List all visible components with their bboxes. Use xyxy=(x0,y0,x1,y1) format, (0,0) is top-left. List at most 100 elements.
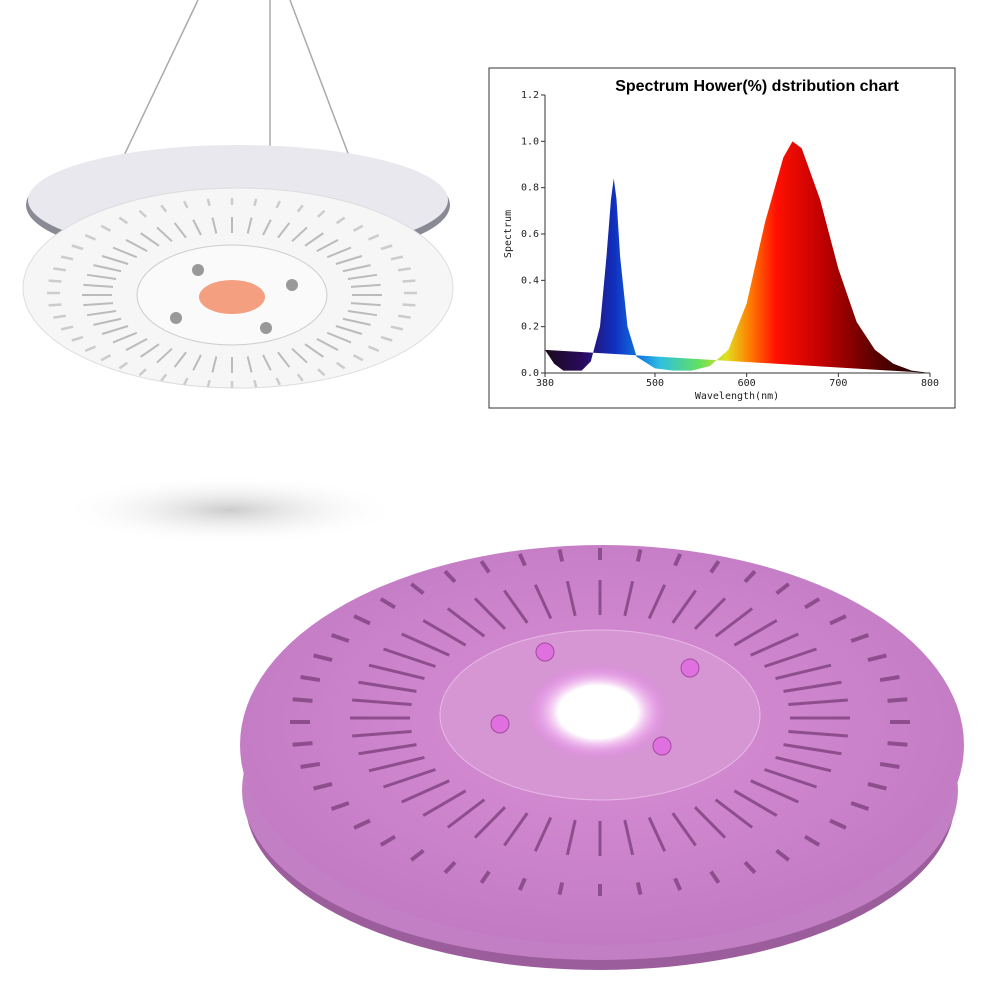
slot xyxy=(635,882,643,895)
plot: 0.0 0.2 0.4 0.6 0.8 1.0 1.2 380 500 600 700 800 xyxy=(521,90,939,389)
slot xyxy=(300,761,321,770)
slot xyxy=(86,310,117,317)
slot xyxy=(296,373,304,382)
slot xyxy=(316,238,339,253)
slot xyxy=(635,549,643,562)
slot xyxy=(192,354,202,371)
slot xyxy=(71,335,84,342)
slot xyxy=(709,870,721,884)
slot xyxy=(673,877,683,891)
slot xyxy=(53,314,67,319)
slot xyxy=(623,819,635,856)
slot xyxy=(330,633,350,643)
y-tick-label: 1.2 xyxy=(521,90,539,101)
slot xyxy=(291,226,308,243)
slot xyxy=(402,279,416,283)
slot xyxy=(206,198,211,207)
slot xyxy=(368,755,425,773)
slot xyxy=(313,653,333,662)
slot xyxy=(473,806,507,839)
x-tick-label: 600 xyxy=(738,378,756,389)
slot xyxy=(422,789,467,817)
slot xyxy=(623,580,635,617)
slot xyxy=(804,597,821,610)
slot xyxy=(783,680,842,693)
slot xyxy=(804,834,821,847)
slot xyxy=(140,343,160,358)
slot xyxy=(390,325,404,331)
y-axis-label: Spectrum xyxy=(503,210,514,258)
slot xyxy=(48,279,62,283)
slot xyxy=(775,663,832,681)
slot xyxy=(275,200,282,209)
slot xyxy=(565,819,577,856)
slot xyxy=(246,356,253,373)
slot xyxy=(71,244,84,251)
slot xyxy=(367,345,380,352)
slot xyxy=(160,373,168,382)
slot xyxy=(379,597,396,610)
slot xyxy=(517,877,527,891)
slot xyxy=(401,632,450,657)
slot xyxy=(353,224,364,232)
slot xyxy=(342,264,371,273)
slot xyxy=(93,317,122,326)
slot xyxy=(829,818,847,830)
slot xyxy=(380,244,393,251)
slot xyxy=(277,222,291,239)
slot xyxy=(93,264,122,273)
slot xyxy=(60,255,74,261)
slot xyxy=(182,377,189,386)
slot xyxy=(764,647,817,668)
slot xyxy=(397,314,411,319)
screw xyxy=(680,658,700,678)
slot xyxy=(160,204,168,213)
slot xyxy=(48,303,62,307)
slot xyxy=(118,361,129,370)
slot xyxy=(335,216,346,225)
slot xyxy=(211,217,218,234)
y-tick-label: 0.4 xyxy=(521,275,539,286)
screw xyxy=(490,714,510,734)
x-tick-label: 700 xyxy=(829,378,847,389)
slot xyxy=(330,801,350,811)
slot xyxy=(101,255,129,265)
slot xyxy=(350,302,381,307)
slot xyxy=(850,801,870,811)
slot xyxy=(296,204,304,213)
slot xyxy=(733,619,778,647)
slot xyxy=(479,560,491,574)
screw xyxy=(286,279,298,291)
screw xyxy=(260,322,272,334)
slot xyxy=(342,317,371,326)
slot xyxy=(112,331,138,344)
slot xyxy=(533,816,553,852)
slot xyxy=(156,347,173,364)
slot xyxy=(647,816,667,852)
slot xyxy=(879,761,900,770)
slot xyxy=(750,779,799,804)
slot xyxy=(557,882,565,895)
slot xyxy=(671,589,697,624)
slot xyxy=(275,377,282,386)
slot xyxy=(775,582,790,596)
slot xyxy=(84,234,97,241)
slot xyxy=(101,325,129,335)
slot xyxy=(368,663,425,681)
slot xyxy=(192,219,202,236)
slot xyxy=(53,267,67,272)
slot xyxy=(443,860,457,875)
slot xyxy=(292,741,313,747)
slot xyxy=(383,647,436,668)
shadow xyxy=(60,475,400,545)
slot xyxy=(335,325,363,335)
slot xyxy=(788,729,848,738)
slot xyxy=(291,347,308,364)
slot xyxy=(867,653,887,662)
y-tick-label: 0.2 xyxy=(521,322,539,333)
slot xyxy=(850,633,870,643)
slot xyxy=(743,860,757,875)
slot xyxy=(350,283,381,288)
slot xyxy=(353,354,364,362)
slot xyxy=(410,848,425,862)
